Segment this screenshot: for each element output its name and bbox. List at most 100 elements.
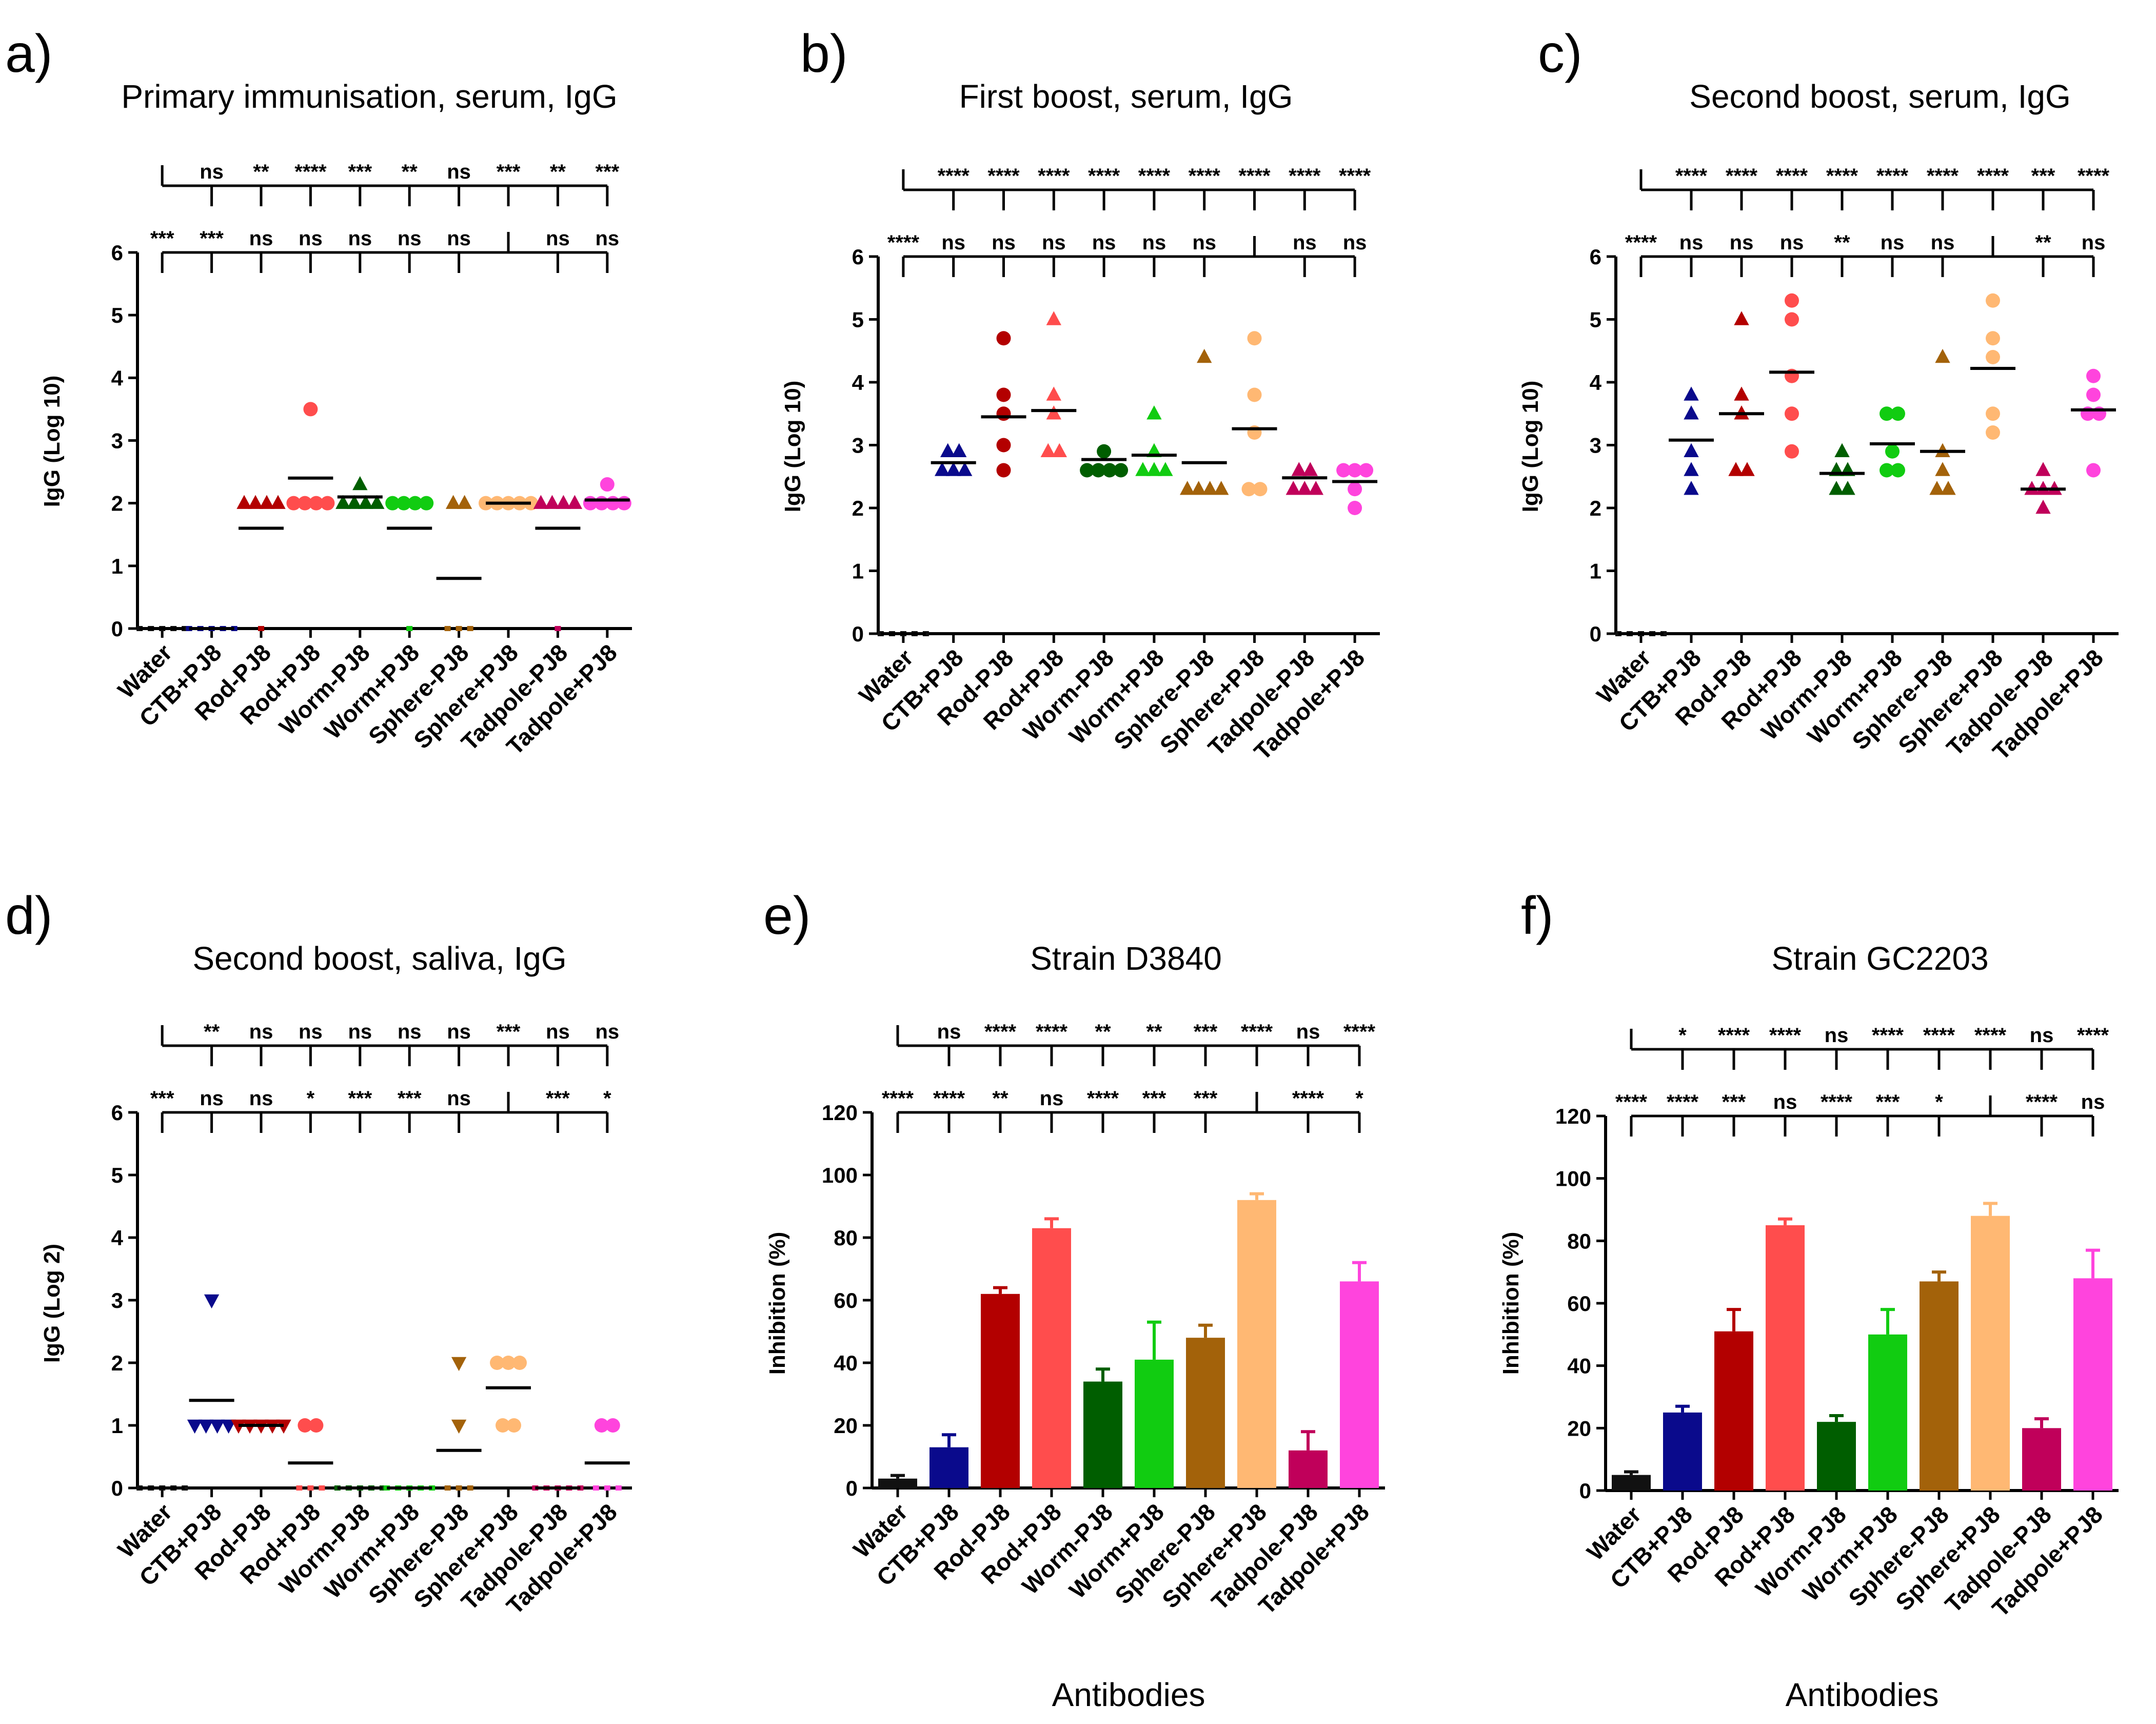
data-point: [940, 443, 956, 457]
data-point: [1135, 462, 1151, 476]
data-point: [298, 496, 312, 511]
y-axis-label: IgG (Log 10): [39, 376, 65, 507]
significance-label: ns: [398, 227, 422, 250]
data-point: [451, 1357, 467, 1372]
data-point: [1191, 481, 1206, 495]
chart-panel-c: c) Second boost, serum, IgG 0 1 2 3 4 5 6 IgG (Lo…: [1518, 24, 2119, 765]
significance-label: ns: [1679, 231, 1704, 254]
significance-label: ns: [546, 1021, 570, 1043]
y-tick-label: 100: [1555, 1167, 1591, 1191]
chart-title: Second boost, saliva, IgG: [192, 940, 566, 977]
chart-title: Primary immunisation, serum, IgG: [121, 78, 617, 115]
data-point: [1359, 463, 1374, 478]
y-tick-label: 80: [834, 1226, 858, 1250]
y-tick-label: 60: [834, 1288, 858, 1312]
significance-label: ****: [984, 1021, 1017, 1043]
y-tick-label: 20: [834, 1414, 858, 1438]
significance-label: ***: [1142, 1087, 1166, 1110]
data-point: [385, 496, 400, 511]
data-point: [2086, 368, 2101, 383]
series-Rod+PJ8: [288, 1418, 333, 1491]
significance-label: ns: [1192, 231, 1216, 254]
data-point: [1308, 481, 1323, 495]
data-point: [1739, 462, 1755, 476]
series-Sphere-PJ8: [1920, 348, 1965, 495]
significance-label: ns: [546, 227, 570, 250]
y-tick-label: 1: [111, 1414, 123, 1438]
significance-label: ns: [1142, 231, 1166, 254]
panel-letter: f): [1521, 886, 1554, 946]
data-point: [600, 477, 615, 492]
data-point: [1080, 463, 1095, 478]
data-point: [1114, 463, 1129, 478]
data-point: [1734, 311, 1749, 325]
series-Rod+PJ8: [1031, 311, 1077, 457]
significance-label: ****: [1977, 165, 2009, 187]
data-point: [1146, 462, 1162, 476]
data-point: [358, 495, 373, 509]
significance-label: ****: [1088, 165, 1120, 187]
significance-label: ns: [398, 1021, 422, 1043]
significance-label: ns: [249, 1021, 273, 1043]
significance-label: ns: [1825, 1024, 1849, 1047]
y-tick-label: 3: [1590, 434, 1601, 458]
significance-label: ****: [882, 1087, 914, 1110]
y-tick-label: 0: [1579, 1479, 1591, 1503]
data-point: [419, 496, 434, 511]
y-tick-label: 0: [1590, 622, 1601, 646]
data-point: [1891, 463, 1905, 478]
data-point: [957, 462, 973, 476]
significance-label: ****: [1876, 165, 1909, 187]
data-point: [1734, 386, 1749, 401]
bar-Worm+PJ8: [1868, 1334, 1907, 1491]
data-point: [507, 1418, 521, 1433]
series-Worm-PJ8: [1080, 444, 1129, 478]
significance-label: ****: [1927, 165, 1959, 187]
data-point: [605, 1418, 620, 1433]
data-point: [1785, 293, 1799, 308]
data-point: [1302, 462, 1318, 476]
bar-Worm-PJ8: [1817, 1422, 1856, 1491]
data-point: [270, 495, 286, 509]
significance-label: ****: [1769, 1024, 1802, 1047]
significance-label: ns: [348, 1021, 372, 1043]
significance-label: ns: [595, 1021, 619, 1043]
panel-letter: e): [763, 886, 810, 946]
data-point: [996, 406, 1011, 421]
data-point: [617, 496, 631, 511]
series-Tadpole+PJ8: [584, 1418, 630, 1491]
significance-label: ****: [1292, 1087, 1324, 1110]
bar-CTB+PJ8: [929, 1447, 968, 1488]
data-point: [996, 463, 1011, 478]
panel-letter: c): [1538, 24, 1583, 84]
significance-label: ****: [1826, 165, 1858, 187]
data-point: [1146, 405, 1162, 420]
data-point: [1684, 462, 1699, 476]
data-point: [946, 462, 961, 476]
bar-Tadpole+PJ8: [2073, 1278, 2112, 1491]
y-tick-label: 1: [111, 554, 123, 578]
series-Sphere-PJ8: [1180, 348, 1229, 495]
data-point: [335, 495, 351, 509]
data-point: [457, 495, 472, 509]
data-point: [594, 1418, 609, 1433]
series-Tadpole+PJ8: [1332, 463, 1378, 515]
bar-Tadpole-PJ8: [2022, 1428, 2061, 1491]
significance-label: ****: [1625, 231, 1657, 254]
significance-label: *: [307, 1087, 315, 1110]
y-tick-label: 0: [852, 622, 864, 646]
chart-title: First boost, serum, IgG: [959, 78, 1293, 115]
data-point: [996, 438, 1011, 453]
significance-label: ****: [1718, 1024, 1750, 1047]
panel-letter: b): [800, 24, 847, 84]
data-point: [309, 1418, 324, 1433]
data-point: [221, 1419, 236, 1434]
y-tick-label: 40: [1567, 1354, 1591, 1378]
bar-Rod-PJ8: [1714, 1331, 1753, 1491]
significance-label: **: [1146, 1021, 1162, 1043]
data-point: [347, 495, 362, 509]
data-point: [236, 495, 252, 509]
significance-label: ****: [1615, 1091, 1648, 1113]
data-point: [303, 402, 318, 417]
significance-label: **: [253, 161, 269, 183]
